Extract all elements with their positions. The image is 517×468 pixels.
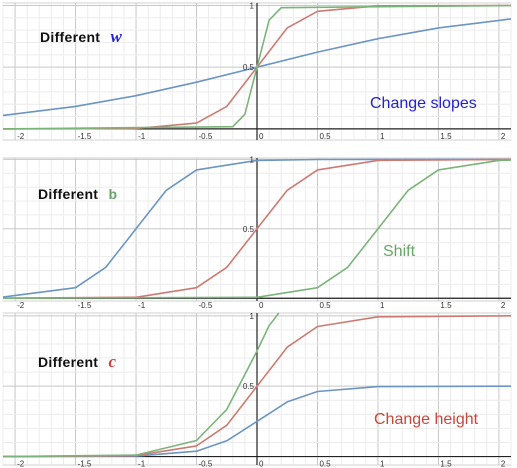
panel-different-w: -2 -1.5 -1 -0.5 0 0.5 1 1.5 2 0.5 1 Different w Ch… [2,1,512,141]
series-line-2 [2,315,512,458]
panel-label: Different w [40,27,122,46]
y-tick-label: 0.5 [243,63,255,72]
series-line-1 [2,385,512,458]
series-line-2 [2,158,512,299]
panel-label-prefix: Different [38,354,98,370]
x-tick-label: 1.5 [440,132,452,141]
annotation: Change slopes [370,95,477,112]
x-tick-label: 1 [380,301,385,310]
x-tick-label: -2 [17,301,25,310]
panel-different-b: -2 -1.5 -1 -0.5 0 0.5 1 1.5 2 0.5 1 Different b Sh… [2,155,512,310]
y-tick-label: 1 [250,155,255,164]
annotation: Shift [383,243,416,260]
x-tick-label: -2 [17,132,25,141]
x-tick-label: 0.5 [319,460,331,468]
y-tick-label: 0.5 [243,382,255,391]
y-tick-label: 1 [250,312,255,321]
panel-different-c: -2 -1.5 -1 -0.5 0 0.5 1 1.5 2 0.5 1 Different c Ch… [2,312,512,468]
x-tick-label: 0.5 [319,301,331,310]
x-tick-label: 0 [259,132,264,141]
panel-label: Different b [38,186,117,202]
y-tick-label: 0.5 [243,225,255,234]
x-tick-label: -1 [138,460,146,468]
panel-label-param: c [108,352,116,371]
series-line-3 [2,159,512,299]
x-tick-label: 0 [259,460,264,468]
series-line-1 [2,158,512,298]
x-tick-label: 1.5 [440,460,452,468]
x-tick-label: -1.5 [78,460,92,468]
panel-label-prefix: Different [38,186,98,202]
x-tick-label: 2 [501,132,506,141]
x-tick-label: -0.5 [199,132,213,141]
series-line-3 [2,4,512,130]
panel-label-param: b [108,186,117,202]
x-tick-label: -1 [138,132,146,141]
x-tick-label: -1.5 [78,132,92,141]
x-tick-label: -2 [17,460,25,468]
panel-label-prefix: Different [40,29,100,45]
annotation: Change height [374,411,479,428]
x-tick-label: 1 [380,132,385,141]
x-tick-label: 0 [259,301,264,310]
x-tick-label: -1 [138,301,146,310]
x-tick-label: -1.5 [78,301,92,310]
panel-label-param: w [110,27,122,46]
series-line-3 [2,312,280,458]
x-tick-label: 1.5 [440,301,452,310]
x-tick-label: 2 [501,301,506,310]
x-tick-label: 0.5 [319,132,331,141]
y-tick-label: 1 [250,1,255,10]
panel-label: Different c [38,352,116,371]
x-tick-label: 2 [501,460,506,468]
x-tick-label: -0.5 [199,460,213,468]
x-tick-label: -0.5 [199,301,213,310]
x-tick-label: 1 [380,460,385,468]
